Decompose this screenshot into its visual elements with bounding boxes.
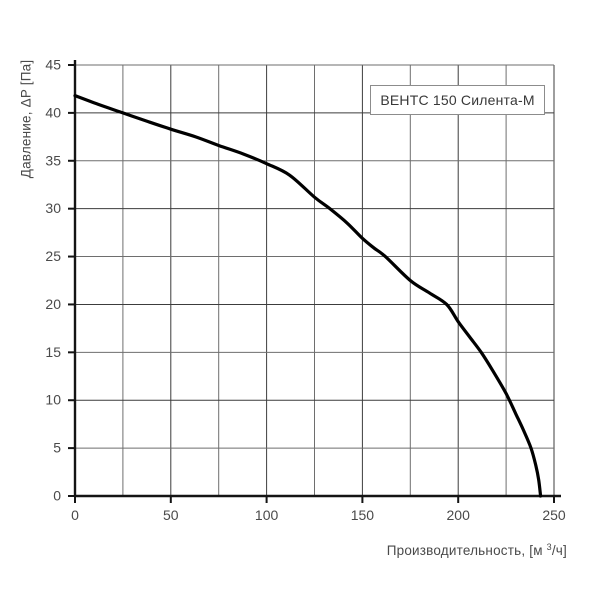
x-tick-label: 0 [71,507,79,523]
y-tick-label: 15 [45,344,61,360]
y-tick-label: 5 [53,440,61,456]
y-axis-title: Давление, ΔP [Па] [19,60,34,179]
y-tick-label: 40 [45,104,61,120]
y-tick-label: 0 [53,488,61,504]
x-axis-title-prefix: Производительность, [м [386,543,547,558]
x-tick-label: 150 [351,507,375,523]
y-axis-title-text: Давление, ΔP [Па] [18,59,34,179]
performance-curve [73,94,543,498]
x-axis-title-suffix: /ч] [551,543,567,558]
y-tick-label: 25 [45,248,61,264]
x-axis-title-superscript: 3 [546,542,552,552]
y-tick-label: 35 [45,152,61,168]
x-tick-label: 100 [255,507,279,523]
model-label-text: ВЕНТС 150 Силента-М [380,92,535,108]
y-tick-label: 10 [45,392,61,408]
y-tick-label: 20 [45,296,61,312]
x-tick-label: 50 [163,507,179,523]
y-tick-label: 30 [45,200,61,216]
model-label-box: ВЕНТС 150 Силента-М [370,85,545,115]
y-tick-label: 45 [45,57,61,73]
x-tick-label: 200 [447,507,471,523]
x-tick-label: 250 [542,507,566,523]
x-axis-title: Производительность, [м 3/ч] [386,542,567,558]
